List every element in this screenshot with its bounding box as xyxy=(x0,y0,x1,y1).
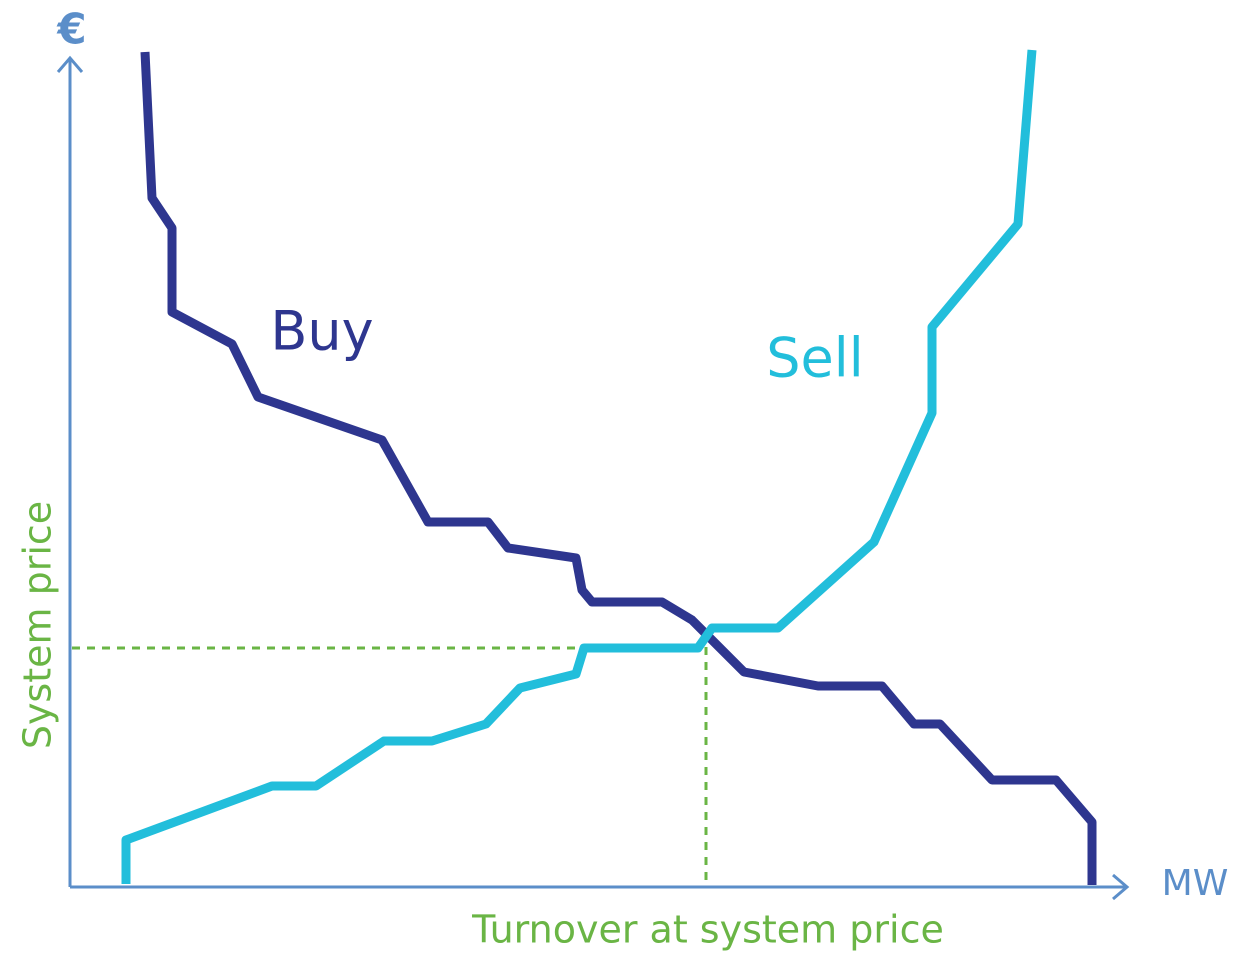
turnover-label: Turnover at system price xyxy=(471,908,944,952)
y-axis-label: € xyxy=(56,5,86,54)
buy-curve xyxy=(140,51,1097,885)
price-label: System price xyxy=(16,501,60,749)
x-arrow xyxy=(1112,873,1130,901)
y-arrow xyxy=(56,55,84,73)
x-axis-label: MW xyxy=(1162,863,1229,904)
axes xyxy=(56,55,1130,901)
buy-label: Buy xyxy=(270,300,373,363)
sell-curve xyxy=(121,49,1037,884)
sell-label: Sell xyxy=(766,327,864,390)
guides xyxy=(72,632,708,885)
